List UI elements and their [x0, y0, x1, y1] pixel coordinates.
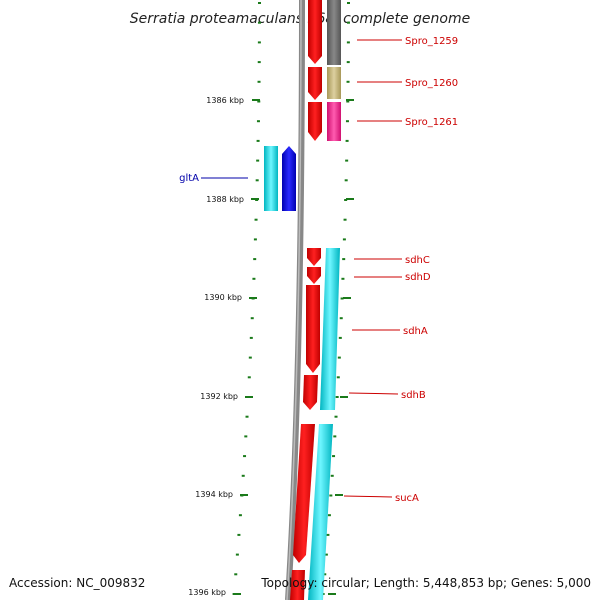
minor-tick	[332, 455, 336, 458]
label-leaders	[343, 39, 402, 498]
minor-tick	[345, 120, 349, 123]
minor-tick	[235, 553, 239, 556]
minor-tick	[333, 435, 337, 438]
topology-text: Topology: circular; Length: 5,448,853 bp…	[260, 576, 591, 590]
gene-label-sdhD[interactable]: sdhD	[405, 272, 431, 283]
minor-tick	[344, 179, 348, 182]
minor-tick	[252, 277, 256, 280]
genome-backbone-highlight	[286, 0, 302, 600]
cds-arrow-sdhD[interactable]	[307, 267, 321, 284]
cog-block-sucA[interactable]	[308, 424, 333, 600]
cds-arrow-gltA[interactable]	[282, 146, 296, 211]
minor-tick	[257, 80, 261, 83]
minor-tick	[346, 2, 350, 4]
cds-arrow-spro1260[interactable]	[308, 67, 322, 100]
minor-tick	[244, 435, 248, 438]
minor-tick	[257, 61, 261, 64]
gene-label-sdhA[interactable]: sdhA	[403, 326, 428, 337]
minor-tick	[336, 376, 340, 379]
minor-tick	[330, 474, 334, 477]
cog-block-spro1261[interactable]	[327, 102, 341, 141]
tick-label: 1396 kbp	[188, 588, 226, 597]
cds-arrow-sdhA[interactable]	[306, 285, 320, 373]
minor-tick	[329, 494, 333, 497]
minor-tick	[241, 474, 245, 477]
minor-tick	[346, 80, 350, 83]
minor-tick	[257, 41, 261, 44]
tick-label: 1386 kbp	[206, 96, 244, 105]
tick-label: 1388 kbp	[206, 195, 244, 204]
minor-tick	[338, 336, 342, 339]
minor-tick	[323, 573, 327, 576]
minor-tick	[345, 159, 349, 162]
minor-tick	[257, 2, 261, 4]
minor-tick	[342, 238, 346, 241]
gene-label-sdhB[interactable]: sdhB	[401, 390, 426, 401]
cds-track	[290, 0, 322, 600]
cds-arrow-sdhC[interactable]	[307, 248, 321, 266]
minor-tick	[257, 100, 261, 103]
minor-tick	[344, 199, 348, 201]
tick-label: 1394 kbp	[195, 490, 233, 499]
gene-label-spro1259[interactable]: Spro_1259	[405, 36, 458, 47]
minor-tick	[253, 238, 257, 241]
minor-tick	[250, 317, 254, 320]
gene-label-spro1260[interactable]: Spro_1260	[405, 78, 458, 89]
cog-block-gltA[interactable]	[264, 146, 278, 211]
minor-tick	[326, 533, 330, 536]
minor-tick	[256, 159, 260, 162]
minor-tick	[254, 218, 258, 221]
minor-tick	[346, 41, 350, 44]
gene-label-sucA[interactable]: sucA	[395, 493, 419, 504]
cds-arrow-spro1259[interactable]	[308, 0, 322, 64]
minor-tick	[245, 415, 249, 418]
minor-tick	[255, 179, 259, 182]
accession-text: Accession: NC_009832	[9, 576, 145, 590]
cog-block-spro1260[interactable]	[327, 67, 341, 99]
minor-tick	[237, 533, 241, 536]
minor-tick	[243, 455, 247, 458]
minor-tick	[339, 317, 343, 320]
minor-tick	[327, 514, 331, 517]
minor-tick	[341, 277, 345, 280]
cds-arrow-sdhB[interactable]	[303, 375, 318, 410]
minor-tick	[253, 258, 257, 261]
cog-block-spro1259[interactable]	[327, 0, 341, 65]
minor-tick	[256, 120, 260, 123]
genome-backbone	[285, 0, 305, 600]
minor-tick	[234, 573, 238, 576]
minor-tick	[345, 139, 349, 142]
tick-ruler-right	[321, 2, 350, 595]
minor-tick	[337, 356, 341, 359]
tick-label: 1392 kbp	[200, 392, 238, 401]
gene-label-gltA[interactable]: gltA	[179, 173, 199, 184]
reverse-track	[264, 146, 296, 211]
minor-tick	[340, 297, 344, 300]
cog-track	[308, 0, 341, 600]
minor-tick	[249, 336, 253, 339]
gene-label-spro1261[interactable]: Spro_1261	[405, 117, 458, 128]
major-ticks	[233, 99, 354, 595]
minor-tick	[346, 100, 350, 103]
minor-tick	[256, 139, 260, 142]
minor-tick	[335, 396, 339, 398]
minor-tick	[343, 218, 347, 221]
minor-tick	[346, 21, 350, 24]
tick-label: 1390 kbp	[204, 293, 242, 302]
minor-tick	[248, 356, 252, 359]
minor-tick	[238, 514, 242, 517]
cds-arrow-next[interactable]	[290, 570, 305, 600]
cds-arrow-spro1261[interactable]	[308, 102, 322, 141]
minor-tick	[324, 553, 328, 556]
minor-tick	[247, 376, 251, 379]
cog-block-sdh[interactable]	[320, 248, 340, 410]
gene-label-sdhC[interactable]: sdhC	[405, 255, 430, 266]
minor-tick	[346, 61, 350, 64]
minor-tick	[334, 415, 338, 418]
minor-tick	[342, 258, 346, 261]
minor-tick	[257, 21, 261, 24]
cds-arrow-sucA[interactable]	[293, 424, 315, 563]
